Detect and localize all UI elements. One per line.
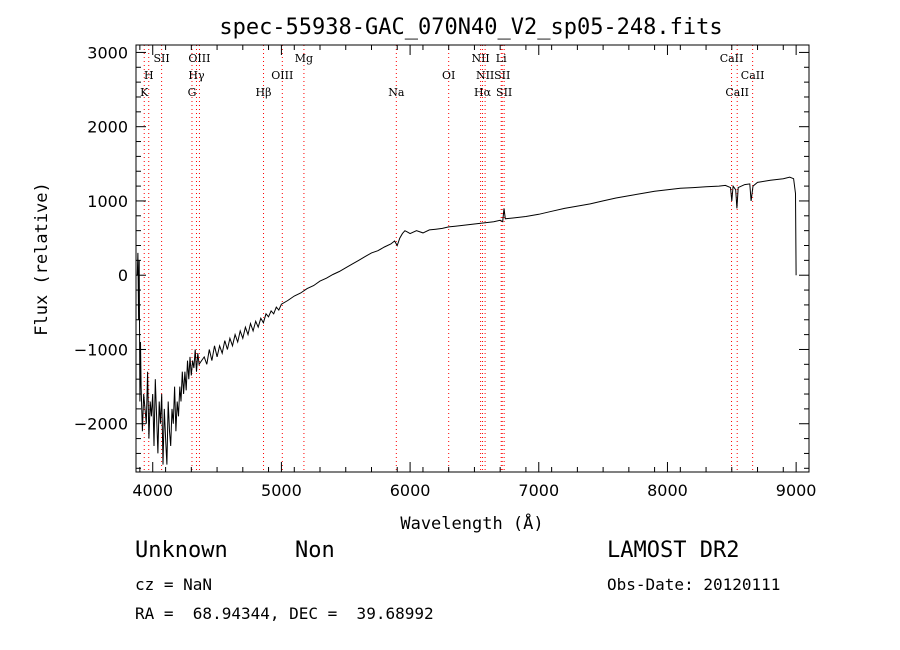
line-marker-label: H [144, 69, 154, 82]
observation-date: Obs-Date: 20120111 [607, 575, 781, 594]
line-marker-label: Li [496, 52, 507, 65]
line-marker-label: NII [471, 52, 489, 65]
x-tick-label: 7000 [518, 481, 559, 500]
line-marker-label: K [140, 86, 149, 99]
object-subclass: Non [295, 538, 335, 563]
line-marker-label: Na [388, 86, 405, 99]
y-tick-label: −1000 [74, 340, 128, 359]
y-tick-label: 1000 [87, 192, 128, 211]
line-marker-label: Hα [474, 86, 492, 99]
x-axis: 4000 5000 6000 7000 8000 9000 [132, 45, 816, 500]
x-axis-label: Wavelength (Å) [400, 512, 543, 534]
line-marker-label: G [188, 86, 197, 99]
y-tick-label: 0 [118, 266, 128, 285]
x-tick-label: 4000 [132, 481, 173, 500]
line-marker-label: OIII [271, 69, 293, 82]
coordinates: RA = 68.94344, DEC = 39.68992 [135, 604, 434, 623]
line-marker-label: NII [476, 69, 494, 82]
y-tick-label: 3000 [87, 43, 128, 62]
y-axis: −2000 −1000 0 1000 2000 3000 [74, 43, 809, 469]
emission-line-markers [143, 45, 754, 472]
line-marker-label: Hγ [188, 69, 205, 82]
survey-name: LAMOST DR2 [607, 538, 740, 563]
line-marker-label: SII [496, 86, 512, 99]
chart-title: spec-55938-GAC_070N40_V2_sp05-248.fits [219, 15, 722, 40]
line-marker-label: OI [442, 69, 455, 82]
line-marker-label: CaII [725, 86, 749, 99]
spectrum-line [136, 176, 797, 465]
y-tick-label: −2000 [74, 415, 128, 434]
x-tick-label: 8000 [647, 481, 688, 500]
line-marker-label: SII [153, 52, 169, 65]
x-tick-label: 9000 [776, 481, 817, 500]
x-tick-label: 6000 [390, 481, 431, 500]
x-tick-label: 5000 [261, 481, 302, 500]
line-marker-label: Hβ [256, 86, 272, 99]
redshift-value: cz = NaN [135, 575, 213, 594]
object-class: Unknown [135, 538, 228, 563]
plot-frame [135, 44, 810, 473]
line-marker-label: Mg [295, 52, 313, 65]
line-marker-label: SII [494, 69, 510, 82]
y-tick-label: 2000 [87, 118, 128, 137]
line-marker-label: CaII [741, 69, 765, 82]
y-axis-label: Flux (relative) [32, 182, 52, 336]
line-marker-label: CaII [720, 52, 744, 65]
line-marker-label: OIII [188, 52, 210, 65]
